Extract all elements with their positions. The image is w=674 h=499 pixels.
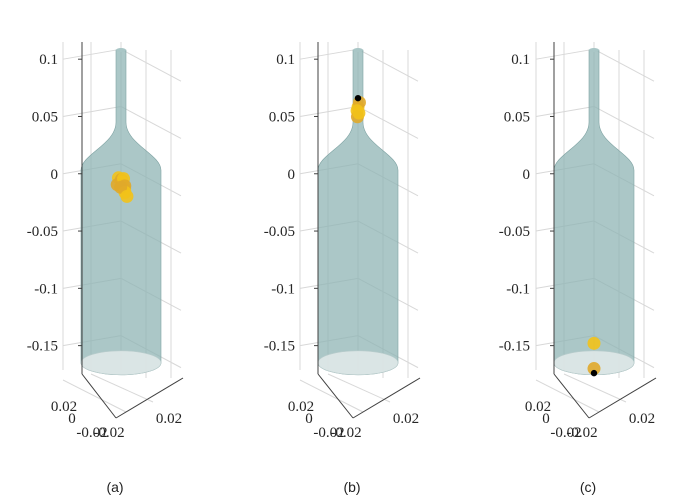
y-tick-label: -0.02: [330, 425, 361, 441]
z-tick-label: 0: [523, 167, 531, 183]
x-tick-label: -0.02: [550, 425, 581, 441]
y-axis-line: [588, 377, 657, 419]
z-tick-label: 0.05: [504, 109, 530, 125]
x-tick-label: 0.02: [525, 399, 551, 415]
z-tick-label: 0.1: [276, 52, 295, 68]
grid-line-horizontal: [299, 105, 359, 117]
x-tick-label: -0.02: [313, 425, 344, 441]
grid-line-floor: [90, 373, 154, 403]
grid-line-floor: [299, 379, 364, 413]
grid-line-horizontal: [120, 48, 182, 82]
z-tick-label: -0.05: [264, 224, 295, 240]
z-tick-label: -0.15: [499, 339, 530, 355]
x-tick-label: 0: [305, 411, 313, 427]
particle-highlight-point: [354, 94, 362, 102]
particle-point: [352, 106, 366, 120]
grid-line-horizontal: [299, 48, 359, 60]
y-tick-label: 0.02: [629, 411, 655, 427]
z-tick-label: 0.1: [511, 52, 530, 68]
y-tick-label: 0.02: [393, 411, 419, 427]
grid-line-horizontal: [535, 48, 595, 60]
grid-line-horizontal: [357, 106, 419, 139]
z-tick-label: -0.15: [264, 339, 295, 355]
x-axis-line: [553, 373, 590, 419]
grid-line-horizontal: [593, 106, 655, 139]
subplot-caption: (b): [343, 479, 360, 495]
z-tick-label: -0.05: [499, 224, 530, 240]
grid-line-horizontal: [62, 48, 122, 60]
x-tick-label: 0.02: [51, 399, 77, 415]
axes: [553, 42, 657, 419]
y-axis-line: [115, 377, 184, 419]
z-tick-label: -0.1: [34, 281, 58, 297]
y-tick-label: -0.02: [93, 425, 124, 441]
subplot-caption: (c): [580, 479, 596, 495]
x-tick-label: -0.02: [76, 425, 107, 441]
subplot-a: 0.10.050-0.05-0.1-0.150.020-0.02-0.020.0…: [27, 42, 184, 495]
subplot-b: 0.10.050-0.05-0.1-0.150.020-0.02-0.020.0…: [264, 42, 421, 495]
grid-line-horizontal: [62, 105, 122, 117]
grid-line-floor: [327, 373, 391, 403]
grid-line-horizontal: [593, 48, 655, 82]
grid-line-floor: [535, 379, 600, 413]
z-tick-label: 0.1: [39, 52, 58, 68]
z-tick-label: -0.15: [27, 339, 58, 355]
z-tick-label: 0: [288, 167, 296, 183]
x-tick-label: 0.02: [288, 399, 314, 415]
x-axis-line: [81, 373, 117, 419]
bottle-body: [553, 49, 635, 376]
bottle-base: [80, 350, 162, 376]
subplot-c: 0.10.050-0.05-0.1-0.150.020-0.02-0.020.0…: [499, 42, 657, 495]
bottle-neck-top: [353, 48, 363, 53]
grid-line-horizontal: [535, 105, 595, 117]
subplot-caption: (a): [106, 479, 123, 495]
particle-point: [120, 189, 134, 203]
particle-point: [587, 336, 601, 350]
x-axis-line: [317, 373, 354, 419]
x-tick-label: 0: [542, 411, 550, 427]
y-tick-label: 0.02: [156, 411, 182, 427]
particle-point: [587, 362, 601, 376]
grid-line-horizontal: [120, 106, 182, 139]
z-tick-label: -0.05: [27, 224, 58, 240]
z-tick-label: -0.1: [271, 281, 295, 297]
bottle-body: [80, 49, 162, 376]
grid-line-floor: [62, 379, 127, 413]
y-axis-line: [352, 377, 421, 419]
bottle-base: [317, 350, 399, 376]
x-tick-label: 0: [68, 411, 76, 427]
z-tick-label: -0.1: [506, 281, 530, 297]
z-tick-label: 0: [51, 167, 59, 183]
z-tick-label: 0.05: [32, 109, 58, 125]
bottle-neck-top: [116, 48, 126, 53]
z-tick-label: 0.05: [269, 109, 295, 125]
y-tick-label: -0.02: [566, 425, 597, 441]
axes: [81, 42, 184, 419]
particle-highlight-point: [590, 369, 598, 377]
grid-line-horizontal: [357, 48, 419, 82]
particle-point: [114, 180, 128, 194]
axes: [317, 42, 421, 419]
bottle-neck-top: [589, 48, 599, 53]
grid-line-floor: [563, 373, 627, 403]
